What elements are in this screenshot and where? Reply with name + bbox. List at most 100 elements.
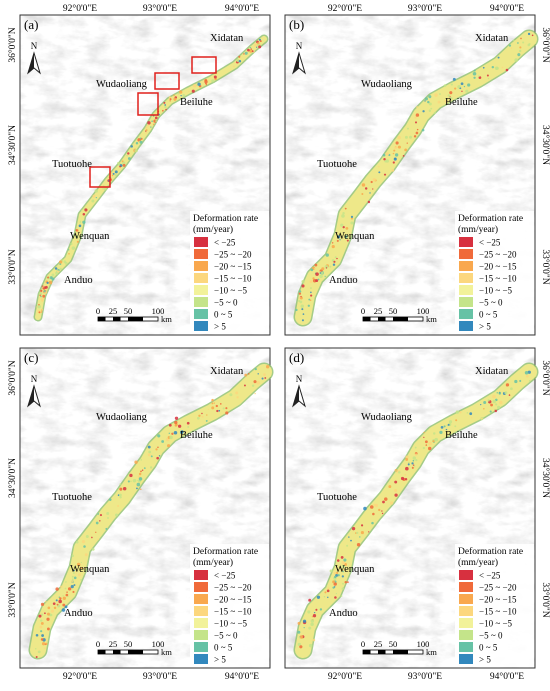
deformation-speck	[312, 614, 317, 618]
deformation-speck	[49, 613, 53, 617]
legend-swatch	[194, 642, 208, 652]
scale-bar-label: 50	[124, 306, 133, 316]
deformation-speck	[37, 304, 41, 309]
deformation-speck	[166, 444, 171, 448]
place-name: Xidatan	[475, 366, 509, 377]
deformation-speck	[414, 466, 416, 468]
deformation-speck	[528, 43, 531, 45]
deformation-speck	[48, 280, 53, 285]
deformation-speck	[122, 486, 127, 491]
deformation-speck	[186, 421, 190, 425]
deformation-speck	[41, 300, 44, 302]
scale-bar-label: 0	[96, 306, 100, 316]
deformation-speck	[360, 531, 364, 535]
deformation-speck	[334, 596, 337, 599]
deformation-speck	[169, 435, 173, 440]
deformation-speck	[497, 405, 501, 410]
deformation-speck	[340, 555, 344, 559]
deformation-speck	[393, 157, 397, 161]
deformation-speck	[222, 407, 225, 410]
place-name: Wenquan	[70, 231, 110, 242]
deformation-speck	[495, 66, 499, 70]
place-name: Anduo	[64, 275, 93, 286]
deformation-speck	[201, 412, 203, 415]
legend-label: 0 ~ 5	[214, 310, 233, 320]
panel-frame	[284, 14, 536, 336]
deformation-speck	[119, 165, 121, 168]
deformation-speck	[372, 512, 375, 516]
lat-label: 34°30'0"N	[540, 458, 550, 498]
scale-bar-unit: km	[161, 647, 172, 657]
deformation-speck	[369, 505, 374, 509]
deformation-speck	[411, 466, 414, 469]
deformation-speck	[341, 587, 344, 590]
deformation-speck	[299, 635, 304, 639]
place-name: Xidatan	[210, 366, 244, 377]
deformation-speck	[519, 379, 522, 382]
deformation-speck	[313, 611, 316, 614]
deformation-speck	[427, 446, 432, 451]
deformation-speck	[414, 116, 417, 119]
deformation-speck	[256, 46, 258, 48]
deformation-speck	[259, 40, 262, 43]
scale-bar-unit: km	[161, 314, 172, 324]
deformation-speck	[526, 374, 529, 378]
deformation-speck	[336, 235, 341, 239]
deformation-speck	[454, 425, 457, 428]
deformation-speck	[155, 120, 158, 122]
deformation-speck	[161, 440, 165, 443]
deformation-speck	[423, 436, 425, 439]
deformation-speck	[351, 526, 356, 531]
place-name: Tuotuohe	[52, 159, 92, 170]
deformation-speck	[341, 575, 344, 578]
place-name: Anduo	[64, 608, 93, 619]
deformation-speck	[407, 463, 410, 466]
deformation-speck	[161, 109, 164, 112]
legend-swatch	[194, 594, 208, 604]
deformation-speck	[150, 126, 152, 128]
deformation-speck	[415, 113, 420, 117]
deformation-speck	[60, 585, 63, 588]
deformation-speck	[324, 265, 329, 269]
deformation-speck	[400, 476, 405, 481]
deformation-speck	[211, 398, 214, 402]
deformation-speck	[55, 587, 59, 591]
deformation-speck	[59, 267, 62, 271]
deformation-speck	[508, 44, 512, 47]
scale-bar-label: 50	[124, 639, 133, 649]
place-name: Beiluhe	[445, 97, 478, 108]
deformation-speck	[316, 595, 321, 599]
deformation-speck	[430, 107, 433, 110]
deformation-speck	[91, 199, 95, 203]
deformation-speck	[36, 306, 38, 308]
deformation-speck	[79, 221, 81, 224]
deformation-speck	[49, 276, 53, 280]
deformation-speck	[211, 402, 214, 405]
deformation-speck	[40, 621, 44, 625]
deformation-speck	[307, 610, 311, 614]
place-name: Tuotuohe	[317, 492, 357, 503]
deformation-speck	[325, 267, 328, 269]
legend-swatch	[194, 618, 208, 628]
scale-bar-fill	[393, 650, 408, 654]
lon-label: 94°0'0"E	[490, 3, 524, 14]
deformation-speck	[308, 598, 312, 602]
deformation-speck	[415, 458, 418, 462]
deformation-speck	[496, 392, 498, 394]
deformation-speck	[504, 391, 508, 395]
deformation-speck	[311, 623, 314, 626]
deformation-speck	[457, 85, 461, 89]
deformation-speck	[73, 584, 76, 587]
deformation-speck	[261, 377, 264, 380]
deformation-speck	[118, 493, 122, 497]
deformation-speck	[505, 383, 510, 387]
deformation-speck	[114, 174, 117, 177]
legend-swatch	[459, 594, 473, 604]
deformation-speck	[64, 587, 67, 590]
legend-swatch	[194, 273, 208, 283]
deformation-speck	[65, 581, 67, 583]
deformation-speck	[454, 87, 457, 90]
deformation-speck	[71, 580, 74, 583]
deformation-speck	[99, 514, 102, 517]
